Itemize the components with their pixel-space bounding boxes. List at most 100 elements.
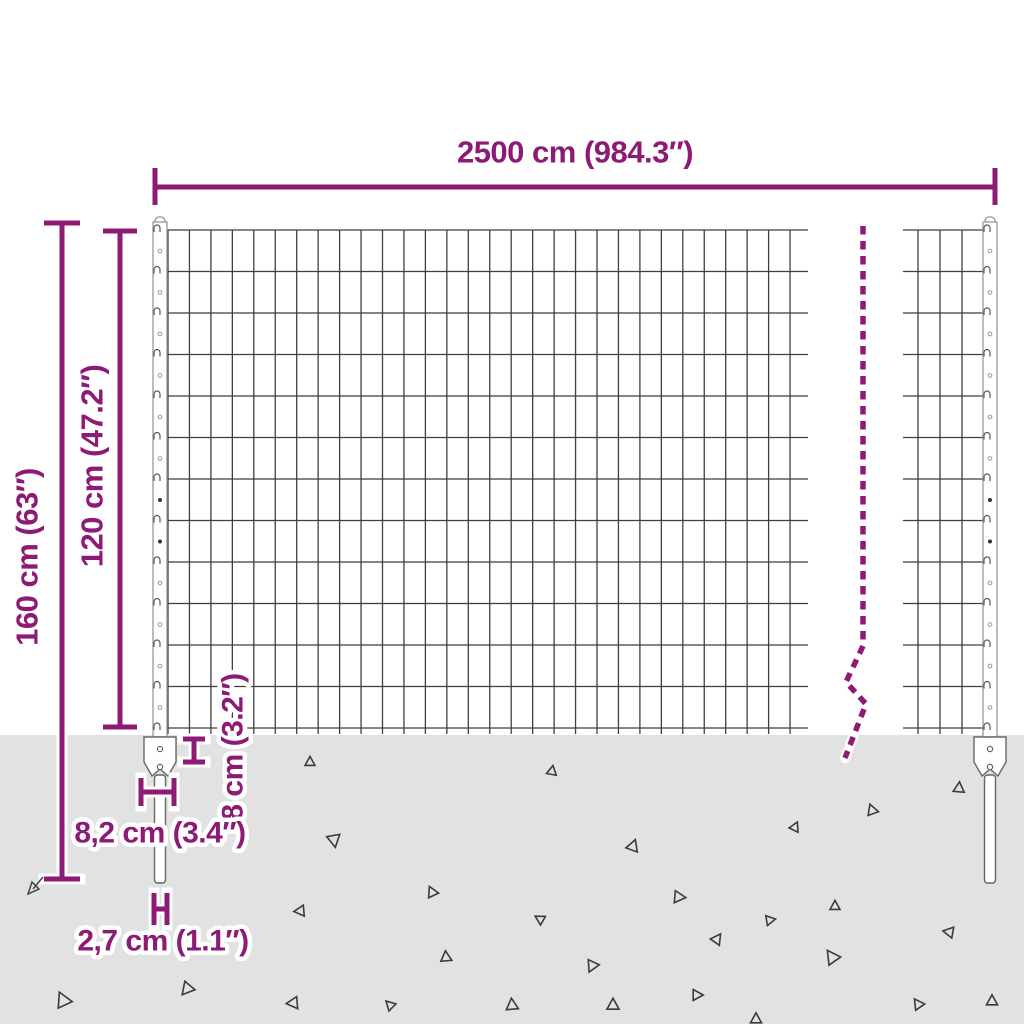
ground-triangle: [57, 990, 74, 1010]
post-wire-clip: [153, 390, 161, 398]
anchor-plate-hole: [156, 763, 164, 771]
post-wire-clip: [153, 639, 161, 647]
ground-triangle: [941, 926, 955, 940]
spike-width-dimension-label: 2,7 cm (1.1″): [77, 925, 248, 958]
post-wire-clip: [983, 639, 991, 647]
ground-triangle: [587, 958, 601, 974]
dimension-lines: [38, 162, 1001, 931]
ground-triangle: [325, 833, 341, 849]
post-hole: [987, 331, 993, 337]
post-wire-clip: [983, 307, 991, 315]
post-hole: [987, 622, 993, 627]
post-hole: [157, 456, 163, 461]
small-arrow-icon: [26, 876, 44, 896]
plate-width-dimension-label: 8,2 cm (3.4″): [74, 817, 245, 850]
dimension-width: [149, 162, 1001, 211]
length-break-indicator-icon: [840, 221, 872, 763]
ground-triangle: [181, 979, 197, 996]
panel-height-dimension-label: 120 cm (47.2″): [75, 365, 110, 568]
post-anchor-plate: [143, 736, 177, 778]
post-wire-clip: [983, 390, 991, 398]
post-wire-clip: [153, 556, 161, 564]
post-hole: [157, 248, 163, 254]
post-wire-clip: [983, 224, 991, 232]
dimension-total-height: [38, 217, 86, 885]
dimension-plate-width: [135, 772, 180, 812]
ground-triangle: [787, 820, 799, 834]
post-wire-clip: [983, 348, 991, 357]
fence-mesh-left-section: [160, 229, 808, 734]
dimension-spike-width: [148, 887, 173, 931]
ground: [0, 735, 1024, 1024]
ground-triangle: [624, 838, 639, 854]
post-hole: [987, 456, 993, 461]
ground-triangle: [545, 763, 558, 777]
post-wire-clip: [153, 348, 161, 357]
ground-triangle: [292, 903, 306, 918]
post-hole: [987, 248, 993, 254]
ground-triangle: [427, 884, 441, 900]
ground-triangle: [284, 995, 299, 1010]
anchor-plate-hole: [156, 745, 164, 753]
ground-triangle: [605, 996, 621, 1010]
post-wire-clip: [153, 431, 161, 440]
post-wire-clip: [983, 265, 991, 274]
ground-triangle: [692, 988, 705, 1002]
post-wire-clip: [983, 556, 991, 564]
post-hole: [987, 663, 993, 669]
post-hole: [157, 705, 163, 710]
ground-triangle: [439, 949, 454, 963]
post-wire-clip: [153, 265, 161, 274]
post-wire-clip: [153, 597, 161, 606]
post-wire-clip: [153, 307, 161, 315]
arrow-tail: [32, 876, 44, 890]
post-hole: [157, 622, 163, 627]
ground-triangle: [826, 949, 843, 967]
arrow-head: [26, 880, 41, 896]
post-wire-clip: [983, 722, 991, 730]
ground-triangle: [867, 802, 881, 817]
ground-triangle: [828, 898, 842, 911]
plate-height-dimension-label: 8 cm (3.2″): [217, 673, 250, 820]
ground-triangle: [708, 932, 722, 947]
anchor-plate-hole: [986, 745, 994, 753]
ground-triangle: [764, 914, 778, 927]
post-wire-clip: [983, 431, 991, 440]
post-hole: [988, 498, 992, 502]
post-hole: [157, 331, 163, 337]
ground-triangle: [985, 993, 999, 1006]
fence-mesh-right-section: [903, 229, 990, 734]
post-wire-clip: [153, 680, 161, 689]
anchor-plate-hole: [986, 763, 994, 771]
break-line-halo: [840, 221, 872, 763]
post-ground-spike: [983, 774, 997, 884]
post-wire-clip: [153, 473, 161, 481]
ground-triangle: [384, 999, 398, 1013]
post-hole: [987, 373, 993, 378]
post-wire-clip: [153, 514, 161, 523]
dimension-plate-height: [177, 733, 211, 768]
ground-triangle: [673, 889, 688, 904]
post-hole: [988, 539, 992, 544]
ground-triangle: [533, 915, 547, 927]
fence-post-right: [973, 216, 1007, 884]
fence-post-left: [143, 216, 177, 884]
post-hole: [158, 498, 162, 502]
post-wire-clip: [153, 722, 161, 730]
post-wire-clip: [983, 597, 991, 606]
post-hole: [987, 580, 993, 586]
post-wire-clip: [983, 680, 991, 689]
post-hole: [157, 580, 163, 586]
post-hole: [157, 663, 163, 669]
post-wire-clip: [983, 514, 991, 523]
post-anchor-plate: [973, 736, 1007, 778]
ground-triangle: [951, 780, 966, 794]
dimension-panel-height: [97, 225, 143, 733]
post-wire-clip: [153, 224, 161, 232]
dimension-labels: 2500 cm (984.3″) 160 cm (63″) 120 cm (47…: [5, 130, 698, 962]
ground-triangle: [505, 996, 520, 1011]
post-ground-spike: [153, 774, 167, 884]
post-wire-clip: [983, 473, 991, 481]
